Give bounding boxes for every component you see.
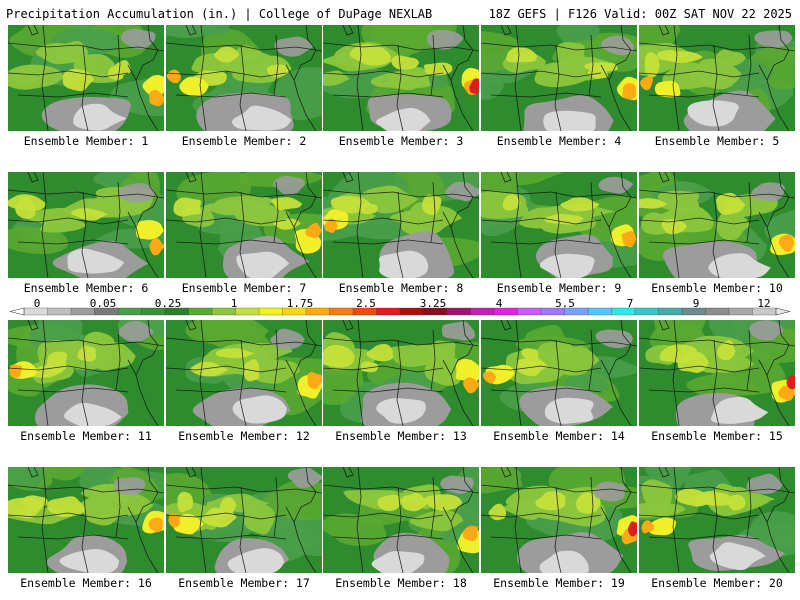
ensemble-member-map: [639, 467, 795, 573]
precipitation-map-image: [323, 467, 479, 573]
ensemble-member-map: [166, 172, 322, 278]
ensemble-member-map: [323, 172, 479, 278]
colorbar-tick-label: 1: [230, 297, 238, 310]
precipitation-map-image: [166, 25, 322, 131]
ensemble-member-label: Ensemble Member: 16: [20, 576, 152, 590]
ensemble-member-label: Ensemble Member: 7: [181, 281, 307, 295]
ensemble-member-label: Ensemble Member: 10: [651, 281, 783, 295]
colorbar-swatch: [188, 307, 213, 316]
ensemble-member-label: Ensemble Member: 5: [654, 134, 780, 148]
precipitation-map-image: [166, 320, 322, 426]
precipitation-map-image: [481, 320, 637, 426]
ensemble-member-label: Ensemble Member: 8: [338, 281, 464, 295]
colorbar-tick-label: 4: [495, 297, 503, 310]
ensemble-member-map: [639, 25, 795, 131]
precipitation-map-image: [481, 172, 637, 278]
ensemble-member-label: Ensemble Member: 20: [651, 576, 783, 590]
colorbar-swatch: [235, 307, 260, 316]
colorbar-swatch: [517, 307, 542, 316]
ensemble-member-map: [166, 467, 322, 573]
ensemble-member-label: Ensemble Member: 9: [496, 281, 622, 295]
colorbar-swatch: [728, 307, 753, 316]
precipitation-map-image: [639, 172, 795, 278]
ensemble-member-map: [481, 25, 637, 131]
ensemble-member-label: Ensemble Member: 2: [181, 134, 307, 148]
precipitation-map-image: [323, 25, 479, 131]
colorbar-swatch: [376, 307, 401, 316]
colorbar-tick-label: 12: [757, 297, 771, 310]
colorbar-swatch: [658, 307, 683, 316]
ensemble-member-map: [8, 172, 164, 278]
precipitation-map-image: [8, 172, 164, 278]
ensemble-member-label: Ensemble Member: 1: [23, 134, 149, 148]
ensemble-member-map: [323, 467, 479, 573]
ensemble-member-label: Ensemble Member: 6: [23, 281, 149, 295]
ensemble-member-label: Ensemble Member: 4: [496, 134, 622, 148]
ensemble-member-map: [639, 172, 795, 278]
ensemble-member-map: [323, 320, 479, 426]
precipitation-map-image: [639, 467, 795, 573]
precipitation-map-image: [8, 320, 164, 426]
precipitation-map-image: [639, 25, 795, 131]
colorbar-tick-label: 9: [692, 297, 700, 310]
ensemble-member-map: [481, 172, 637, 278]
colorbar-swatch: [470, 307, 495, 316]
colorbar-swatch: [634, 307, 659, 316]
colorbar-tick-label: 5.5: [555, 297, 575, 310]
precipitation-map-image: [481, 467, 637, 573]
ensemble-member-map: [639, 320, 795, 426]
precipitation-map-image: [323, 320, 479, 426]
colorbar-tick-label: 1.75: [286, 297, 314, 310]
precipitation-map-image: [8, 467, 164, 573]
model-run-info: 18Z GEFS | F126 Valid: 00Z SAT NOV 22 20…: [488, 7, 792, 21]
colorbar-tick-label: 3.25: [419, 297, 447, 310]
colorbar-swatch: [705, 307, 730, 316]
colorbar-swatch: [587, 307, 612, 316]
ensemble-member-label: Ensemble Member: 11: [20, 429, 152, 443]
ensemble-member-label: Ensemble Member: 14: [493, 429, 625, 443]
precipitation-colorbar: [9, 307, 791, 316]
ensemble-member-map: [481, 467, 637, 573]
ensemble-member-label: Ensemble Member: 13: [335, 429, 467, 443]
colorbar-tick-label: 7: [626, 297, 634, 310]
colorbar-swatch: [329, 307, 354, 316]
colorbar-tick-label: 0.05: [89, 297, 117, 310]
colorbar-swatch: [446, 307, 471, 316]
precipitation-map-image: [481, 25, 637, 131]
colorbar-max-arrow: [775, 307, 791, 316]
precipitation-map-image: [166, 172, 322, 278]
ensemble-member-label: Ensemble Member: 19: [493, 576, 625, 590]
ensemble-member-map: [166, 25, 322, 131]
ensemble-member-label: Ensemble Member: 18: [335, 576, 467, 590]
ensemble-member-map: [166, 320, 322, 426]
ensemble-member-label: Ensemble Member: 15: [651, 429, 783, 443]
ensemble-member-map: [8, 320, 164, 426]
colorbar-swatch: [117, 307, 142, 316]
ensemble-member-label: Ensemble Member: 3: [338, 134, 464, 148]
colorbar-swatch: [47, 307, 72, 316]
ensemble-member-label: Ensemble Member: 17: [178, 576, 310, 590]
colorbar-tick-label: 0: [33, 297, 41, 310]
colorbar-tick-label: 0.25: [154, 297, 182, 310]
ensemble-member-map: [8, 467, 164, 573]
ensemble-member-map: [8, 25, 164, 131]
ensemble-member-map: [481, 320, 637, 426]
colorbar-tick-label: 2.5: [356, 297, 376, 310]
precipitation-map-image: [323, 172, 479, 278]
colorbar-swatch: [258, 307, 283, 316]
ensemble-member-map: [323, 25, 479, 131]
precipitation-map-image: [166, 467, 322, 573]
ensemble-member-label: Ensemble Member: 12: [178, 429, 310, 443]
colorbar-min-arrow: [9, 307, 25, 316]
map-title: Precipitation Accumulation (in.) | Colle…: [6, 7, 433, 21]
precipitation-map-image: [639, 320, 795, 426]
precipitation-map-image: [8, 25, 164, 131]
